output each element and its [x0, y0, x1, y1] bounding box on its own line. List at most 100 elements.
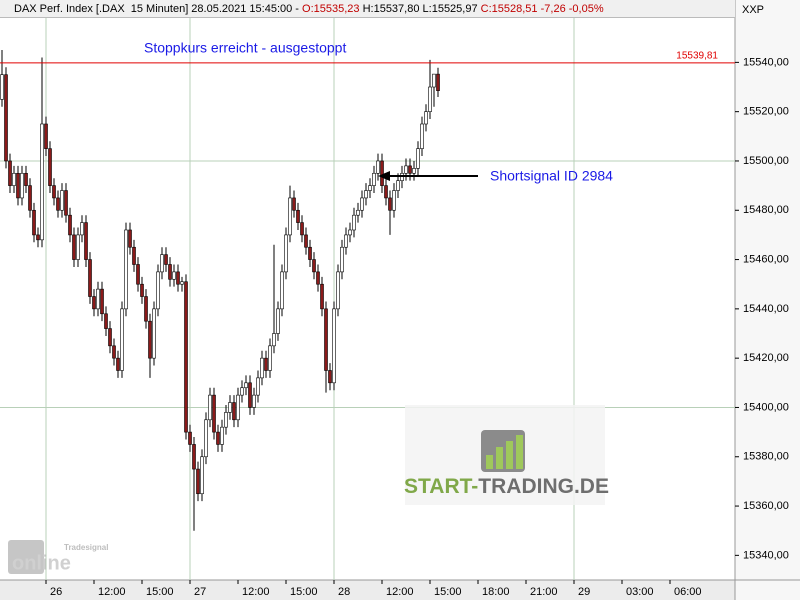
candle-body: [248, 382, 252, 408]
candle-body: [308, 246, 312, 260]
candle-body: [368, 185, 372, 191]
candle-body: [152, 308, 156, 359]
candles: [0, 50, 440, 531]
candle-body: [60, 190, 64, 211]
candle-body: [276, 308, 280, 334]
y-tick-label: 15480,00: [743, 204, 789, 216]
candle-body: [112, 345, 116, 359]
logo-text: online: [12, 552, 71, 574]
candle-body: [384, 185, 388, 199]
x-tick-label: 12:00: [98, 586, 126, 598]
candle-body: [72, 234, 76, 260]
y-tick-label: 15460,00: [743, 253, 789, 265]
candle-body: [288, 197, 292, 236]
x-tick-label: 06:00: [674, 586, 702, 598]
watermark-text: START-TRADING.DE: [404, 475, 609, 498]
candle-body: [324, 308, 328, 371]
candle-body: [16, 172, 20, 199]
change-pct: -0,05%: [568, 3, 604, 15]
candle-body: [80, 222, 84, 236]
candle-body: [328, 370, 332, 384]
candle-body: [296, 209, 300, 223]
candle-body: [412, 168, 416, 174]
y-tick-label: 15500,00: [743, 155, 789, 167]
candle-body: [432, 73, 436, 88]
watermark: START-TRADING.DE: [404, 405, 609, 505]
candle-body: [348, 229, 352, 236]
candle-body: [88, 259, 92, 297]
watermark-icon-bar: [516, 435, 523, 469]
candle-body: [172, 271, 176, 280]
candle-body: [48, 148, 52, 186]
candle-body: [4, 74, 8, 162]
candle-body: [268, 345, 272, 371]
chart-header: DAX Perf. Index [.DAX 15 Minuten] 28.05.…: [0, 0, 735, 18]
candle-body: [244, 382, 248, 389]
watermark-part: START-: [404, 475, 478, 498]
candle-body: [120, 308, 124, 371]
candle-body: [264, 357, 268, 371]
candle-body: [364, 190, 368, 199]
candle-body: [176, 271, 180, 285]
x-tick-label: 27: [194, 586, 206, 598]
grid: [0, 18, 735, 580]
x-tick-label: 03:00: [626, 586, 654, 598]
watermark-icon-bar: [486, 455, 493, 469]
candle-body: [92, 296, 96, 310]
change: -7,26: [540, 3, 566, 15]
candle-body: [108, 328, 112, 347]
ohlc: C:15528,51: [480, 3, 538, 15]
candle-body: [232, 402, 236, 421]
candle-body: [124, 229, 128, 310]
candle-body: [284, 234, 288, 273]
y-tick-label: 15440,00: [743, 303, 789, 315]
x-tick-label: 18:00: [482, 586, 510, 598]
candle-body: [100, 288, 104, 315]
x-tick-label: 21:00: [530, 586, 558, 598]
overlay: 15539,81: [0, 50, 735, 64]
candle-body: [168, 264, 172, 280]
candle-body: [228, 402, 232, 413]
candle-body: [240, 387, 244, 396]
candle-body: [36, 234, 40, 241]
x-tick-label: 15:00: [434, 586, 462, 598]
candle-body: [376, 160, 380, 174]
candle-body: [212, 394, 216, 433]
watermark-icon-bar: [496, 447, 503, 469]
candle-body: [236, 394, 240, 421]
candle-body: [208, 394, 212, 421]
candle-body: [56, 197, 60, 211]
candle-body: [220, 426, 224, 445]
y-tick-label: 15520,00: [743, 106, 789, 118]
candle-body: [156, 271, 160, 310]
x-tick-label: 28: [338, 586, 350, 598]
watermark-icon-bar: [506, 441, 513, 469]
axis-name: XXP: [742, 4, 764, 16]
candle-body: [360, 197, 364, 211]
annotation: Shortsignal ID 2984: [490, 168, 613, 184]
candle-body: [104, 313, 108, 329]
candle-body: [340, 246, 344, 273]
candle-body: [68, 214, 72, 236]
candle-body: [356, 209, 360, 216]
signal-arrowhead: [378, 171, 390, 181]
watermark-part: TRADING.DE: [478, 475, 609, 498]
candle-body: [352, 214, 356, 231]
candle-body: [188, 431, 192, 445]
candle-body: [140, 283, 144, 297]
candle-body: [380, 160, 384, 186]
candle-body: [200, 456, 204, 495]
candle-body: [128, 229, 132, 248]
candle-body: [84, 222, 88, 260]
candle-body: [148, 320, 152, 359]
instrument: DAX Perf. Index [.DAX 15 Minuten] 28.05.…: [14, 3, 303, 15]
y-tick-label: 15340,00: [743, 549, 789, 561]
candle-body: [132, 246, 136, 265]
logo-small: Tradesignal: [64, 543, 108, 552]
logo: Tradesignal online: [8, 540, 108, 574]
ohlc: O:15535,23: [302, 3, 360, 15]
y-tick-label: 15380,00: [743, 451, 789, 463]
candle-body: [272, 333, 276, 347]
candle-body: [388, 197, 392, 211]
